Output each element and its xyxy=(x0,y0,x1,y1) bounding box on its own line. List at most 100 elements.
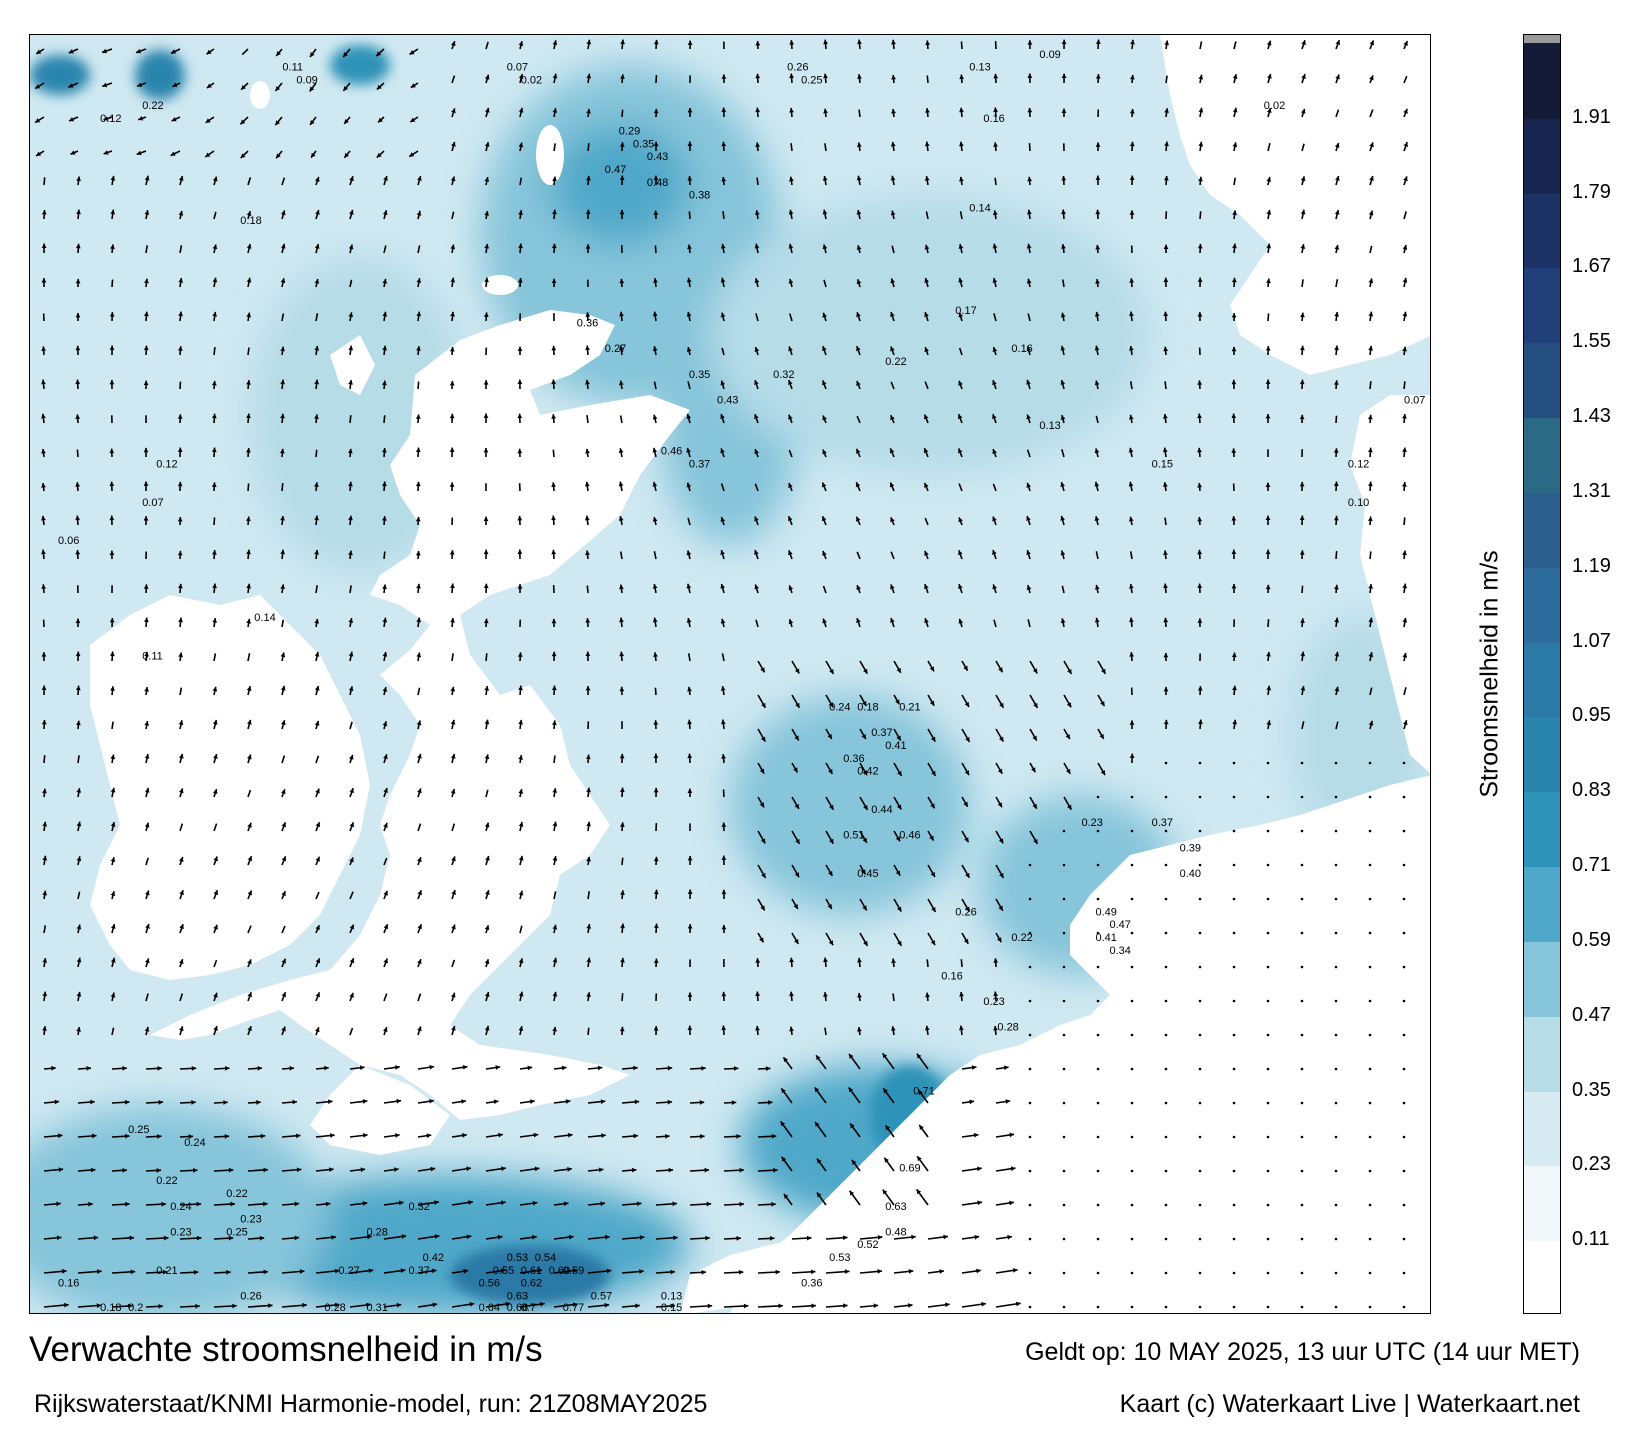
current-arrow-head xyxy=(958,584,963,589)
current-arrow-head xyxy=(315,822,321,828)
current-arrow-head xyxy=(76,821,82,827)
current-arrow xyxy=(653,381,657,390)
current-arrow-head xyxy=(315,176,320,182)
current-arrow xyxy=(1403,381,1406,390)
current-arrow-head xyxy=(823,39,828,45)
current-arrow-head xyxy=(349,958,355,964)
current-arrow-head xyxy=(634,1099,640,1105)
current-arrow-head xyxy=(417,959,422,965)
vector-dot xyxy=(1402,1101,1406,1105)
current-arrow-head xyxy=(585,209,591,215)
current-arrow-head xyxy=(1368,278,1374,284)
current-arrow-head xyxy=(211,380,217,386)
current-arrow-head xyxy=(789,957,794,963)
current-arrow-head xyxy=(136,150,142,156)
current-arrow-head xyxy=(213,1025,218,1031)
current-arrow xyxy=(552,449,555,458)
vector-dot xyxy=(1062,863,1066,867)
current-arrow-head xyxy=(1129,311,1134,317)
vector-dot xyxy=(1402,761,1406,765)
current-arrow-head xyxy=(754,549,759,555)
current-arrow-head xyxy=(64,1302,69,1308)
current-arrow-head xyxy=(635,1303,640,1309)
color-scale-step xyxy=(1524,192,1560,269)
current-arrow-head xyxy=(653,958,659,964)
vector-dot xyxy=(1096,1169,1100,1173)
current-arrow-head xyxy=(652,311,658,317)
current-arrow-head xyxy=(178,210,184,216)
current-arrow-head xyxy=(720,719,726,725)
current-arrow-head xyxy=(228,1167,234,1173)
current-value-label: 0.59 xyxy=(563,1265,584,1277)
current-arrow-head xyxy=(177,414,183,419)
current-arrow-head xyxy=(1402,346,1407,352)
current-arrow-head xyxy=(144,721,150,726)
vector-dot xyxy=(1062,1203,1066,1207)
current-value-label: 0.26 xyxy=(240,1290,261,1302)
current-arrow-head xyxy=(61,1268,67,1274)
current-arrow xyxy=(1061,585,1065,594)
color-scale-step xyxy=(1524,342,1560,419)
current-value-label: 0.41 xyxy=(885,740,906,752)
vector-dot xyxy=(1232,965,1236,969)
current-arrow-head xyxy=(686,482,692,488)
current-arrow-head xyxy=(619,278,625,284)
current-arrow xyxy=(383,245,387,254)
current-arrow-head xyxy=(789,40,795,45)
current-value-label: 0.51 xyxy=(843,830,864,842)
current-arrow-head xyxy=(720,277,726,283)
current-arrow-head xyxy=(1163,550,1168,556)
current-arrow-head xyxy=(586,787,591,793)
current-arrow-head xyxy=(945,1302,950,1308)
current-arrow-head xyxy=(383,175,388,181)
current-arrow-head xyxy=(110,924,116,929)
current-arrow-head xyxy=(144,210,150,215)
current-arrow xyxy=(1028,143,1031,152)
current-arrow-head xyxy=(586,856,591,862)
current-arrow-head xyxy=(484,277,489,283)
current-speed-map[interactable]: 0.11 0.09 0.07 0.02 0.26 0.25 0.13 0.09 0.22 0.12… xyxy=(29,34,1431,1314)
current-arrow-head xyxy=(925,992,930,998)
vector-dot xyxy=(1096,1033,1100,1037)
color-scale-tick-label: 1.67 xyxy=(1572,255,1611,278)
current-arrow-head xyxy=(1402,447,1407,453)
current-arrow-head xyxy=(348,515,353,521)
vector-dot xyxy=(1028,1067,1032,1071)
vector-dot xyxy=(1198,931,1202,935)
current-arrow-head xyxy=(958,380,963,386)
current-value-label: 0.61 xyxy=(521,1265,542,1277)
current-arrow xyxy=(43,177,46,186)
current-arrow-head xyxy=(780,1121,786,1127)
current-arrow xyxy=(281,755,286,764)
current-arrow xyxy=(1267,143,1271,152)
current-arrow-head xyxy=(1368,311,1374,317)
current-arrow-head xyxy=(890,346,895,352)
current-value-label: 0.37 xyxy=(689,458,710,470)
current-arrow-head xyxy=(35,118,41,123)
current-arrow-head xyxy=(1128,414,1134,420)
current-arrow-head xyxy=(1197,413,1202,419)
current-arrow-head xyxy=(670,1269,676,1275)
current-arrow-head xyxy=(1094,311,1100,317)
vector-dot xyxy=(1028,1169,1032,1173)
current-arrow-head xyxy=(1099,733,1104,739)
current-arrow-head xyxy=(417,1026,422,1032)
current-arrow-head xyxy=(450,244,456,250)
current-arrow-head xyxy=(823,992,828,997)
current-arrow xyxy=(1129,551,1133,560)
current-arrow-head xyxy=(206,83,212,88)
vector-dot xyxy=(1198,1169,1202,1173)
current-arrow xyxy=(1403,211,1407,220)
current-value-label: 0.42 xyxy=(857,766,878,778)
current-arrow-head xyxy=(606,1268,612,1274)
color-scale-tick-label: 0.11 xyxy=(1572,1228,1610,1251)
current-value-label: 0.39 xyxy=(1180,842,1201,854)
current-arrow-head xyxy=(585,448,590,454)
current-arrow-head xyxy=(1163,175,1169,181)
current-arrow-head xyxy=(1095,74,1101,79)
current-arrow-head xyxy=(517,379,523,385)
current-arrow-head xyxy=(586,108,591,114)
current-arrow-head xyxy=(1010,1166,1016,1172)
current-arrow-head xyxy=(383,822,388,828)
current-arrow-head xyxy=(999,702,1004,708)
